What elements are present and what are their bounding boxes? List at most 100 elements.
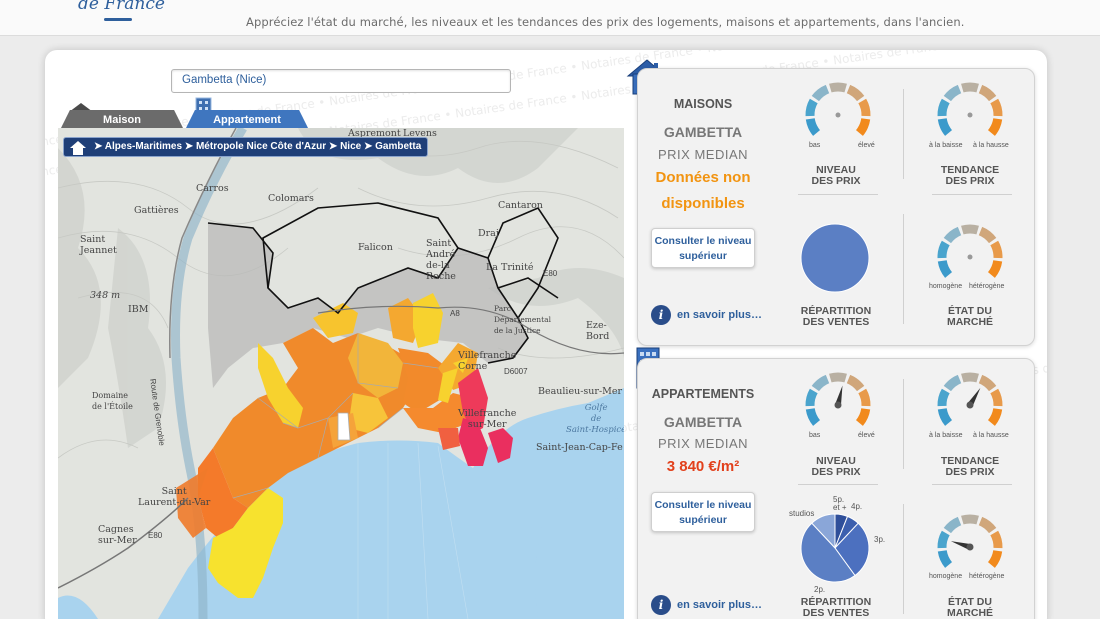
gauge-hub bbox=[834, 401, 842, 409]
map-label-eze: Eze-Bord bbox=[586, 320, 610, 342]
gauge-segment bbox=[937, 530, 950, 549]
map-label-a8: A8 bbox=[450, 309, 460, 318]
gauge-segment bbox=[990, 98, 1003, 117]
gauge-segment bbox=[961, 82, 979, 93]
gauge-segment bbox=[829, 372, 847, 383]
gauge-segment bbox=[858, 98, 871, 117]
gauge-segment bbox=[990, 530, 1003, 549]
map-label-cagnes: Cagnes sur-Mer bbox=[98, 524, 137, 546]
tab-appartement[interactable]: Appartement bbox=[185, 110, 309, 130]
gauge-segment bbox=[846, 84, 865, 102]
info-icon[interactable]: i bbox=[651, 305, 671, 325]
gauge-low-label: bas bbox=[809, 432, 821, 439]
map-label-e80-west: E80 bbox=[148, 531, 163, 540]
maisons-panel: MAISONS GAMBETTA PRIX MEDIAN Données non… bbox=[637, 68, 1035, 346]
map-label-villefranche-corne: Villefranche Corne bbox=[458, 350, 517, 372]
gauge-segment bbox=[855, 407, 871, 426]
map-label-carros: Carros bbox=[196, 183, 229, 194]
upper-level-button[interactable]: Consulter le niveau supérieur bbox=[651, 228, 755, 268]
map-label-golfe: Golfe de Saint-Hospice bbox=[566, 403, 624, 435]
info-link[interactable]: i en savoir plus… bbox=[651, 595, 762, 615]
gauge-center-dot bbox=[967, 254, 973, 260]
gauge-segment bbox=[961, 372, 979, 383]
map-view[interactable]: Carros Colomars Gattières Saint Jeannet … bbox=[58, 128, 624, 619]
map-label-colomars: Colomars bbox=[268, 193, 314, 204]
gauge-high-label: élevé bbox=[858, 432, 875, 439]
map-label-levens: Levens bbox=[403, 128, 437, 139]
niveau-gauge bbox=[805, 372, 871, 426]
map-label-gattieres: Gattières bbox=[134, 205, 179, 216]
median-value: Données non disponibles bbox=[655, 169, 751, 212]
pie-slice bbox=[800, 522, 856, 583]
panel-area-name: GAMBETTA bbox=[663, 124, 743, 140]
gauge-low-label: bas bbox=[809, 142, 821, 149]
info-link-label[interactable]: en savoir plus… bbox=[677, 308, 762, 321]
gauge-segment bbox=[858, 388, 871, 407]
tendance-caption: TENDANCE DES PRIX bbox=[940, 164, 1000, 187]
pie-label-5p: 5p. et + bbox=[833, 495, 847, 512]
gauge-segment bbox=[937, 549, 953, 568]
map-label-saint-jean: Saint-Jean-Cap-Fe bbox=[536, 442, 623, 453]
upper-level-button[interactable]: Consulter le niveau supérieur bbox=[651, 492, 755, 532]
logo-text: de France bbox=[78, 0, 165, 14]
info-icon[interactable]: i bbox=[651, 595, 671, 615]
home-icon[interactable] bbox=[69, 140, 87, 155]
divider bbox=[903, 89, 904, 179]
gauge-segment bbox=[937, 117, 953, 136]
info-link-label[interactable]: en savoir plus… bbox=[677, 598, 762, 611]
median-label: PRIX MEDIAN bbox=[657, 436, 748, 451]
gauge-segment bbox=[937, 98, 950, 117]
map-label-parc: Parc Départemental de la Justice bbox=[494, 304, 552, 335]
gauge-center-dot bbox=[835, 112, 841, 118]
breadcrumb-text[interactable]: ➤ Alpes-Maritimes ➤ Métropole Nice Côte … bbox=[94, 141, 422, 152]
pie-label-3p: 3p. bbox=[874, 535, 886, 544]
divider bbox=[932, 484, 1012, 485]
map-label-e80: E80 bbox=[543, 269, 558, 278]
gauge-segment bbox=[943, 226, 962, 244]
gauge-segment bbox=[987, 407, 1003, 426]
logo-swoosh bbox=[104, 18, 132, 21]
median-label: PRIX MEDIAN bbox=[657, 147, 748, 162]
etat-gauge bbox=[937, 224, 1003, 278]
divider bbox=[903, 214, 904, 324]
map-canvas[interactable] bbox=[58, 128, 624, 619]
panel-type-label: MAISONS bbox=[673, 97, 733, 111]
gauge-low-label: homogène bbox=[929, 283, 963, 290]
gauge-segment bbox=[829, 82, 847, 93]
gauge-high-label: à la hausse bbox=[973, 432, 1009, 439]
gauge-segment bbox=[990, 388, 1003, 407]
map-label-saint-laurent: Saint Laurent-du-Var bbox=[138, 486, 211, 508]
niveau-caption: NIVEAU DES PRIX bbox=[811, 455, 861, 478]
gauge-center-dot bbox=[967, 112, 973, 118]
pie-label-studios: studios bbox=[789, 509, 815, 518]
gauge-high-label: élevé bbox=[858, 142, 875, 149]
gauge-segment bbox=[987, 117, 1003, 136]
divider bbox=[798, 194, 878, 195]
breadcrumb[interactable]: ➤ Alpes-Maritimes ➤ Métropole Nice Côte … bbox=[63, 137, 429, 157]
gauge-segment bbox=[943, 374, 962, 392]
gauge-needle bbox=[950, 541, 971, 550]
info-link[interactable]: i en savoir plus… bbox=[651, 305, 762, 325]
tab-maison[interactable]: Maison bbox=[60, 110, 184, 130]
repartition-caption: RÉPARTITION DES VENTES bbox=[800, 596, 872, 619]
map-label-aspremont: Aspremont bbox=[348, 128, 401, 139]
gauge-segment bbox=[943, 84, 962, 102]
map-label-beaulieu: Beaulieu-sur-Mer bbox=[538, 386, 623, 397]
gauge-segment bbox=[943, 516, 962, 534]
gauge-segment bbox=[987, 549, 1003, 568]
map-label-altitude: 348 m bbox=[90, 290, 121, 301]
gauge-segment bbox=[990, 240, 1003, 259]
search-input[interactable]: Gambetta (Nice) bbox=[171, 69, 511, 93]
gauge-segment bbox=[811, 84, 830, 102]
gauge-segment bbox=[811, 374, 830, 392]
panel-area-name: GAMBETTA bbox=[663, 414, 743, 430]
niveau-caption: NIVEAU DES PRIX bbox=[811, 164, 861, 187]
gauge-segment bbox=[805, 407, 821, 426]
pie-label-2p: 2p. bbox=[814, 585, 826, 594]
gauge-segment bbox=[937, 240, 950, 259]
page-header: de France Appréciez l'état du marché, le… bbox=[0, 0, 1100, 36]
page-tagline: Appréciez l'état du marché, les niveaux … bbox=[246, 15, 965, 29]
map-label-draj: Draj bbox=[478, 228, 499, 239]
gauge-low-label: à la baisse bbox=[929, 432, 963, 439]
gauge-segment bbox=[805, 117, 821, 136]
